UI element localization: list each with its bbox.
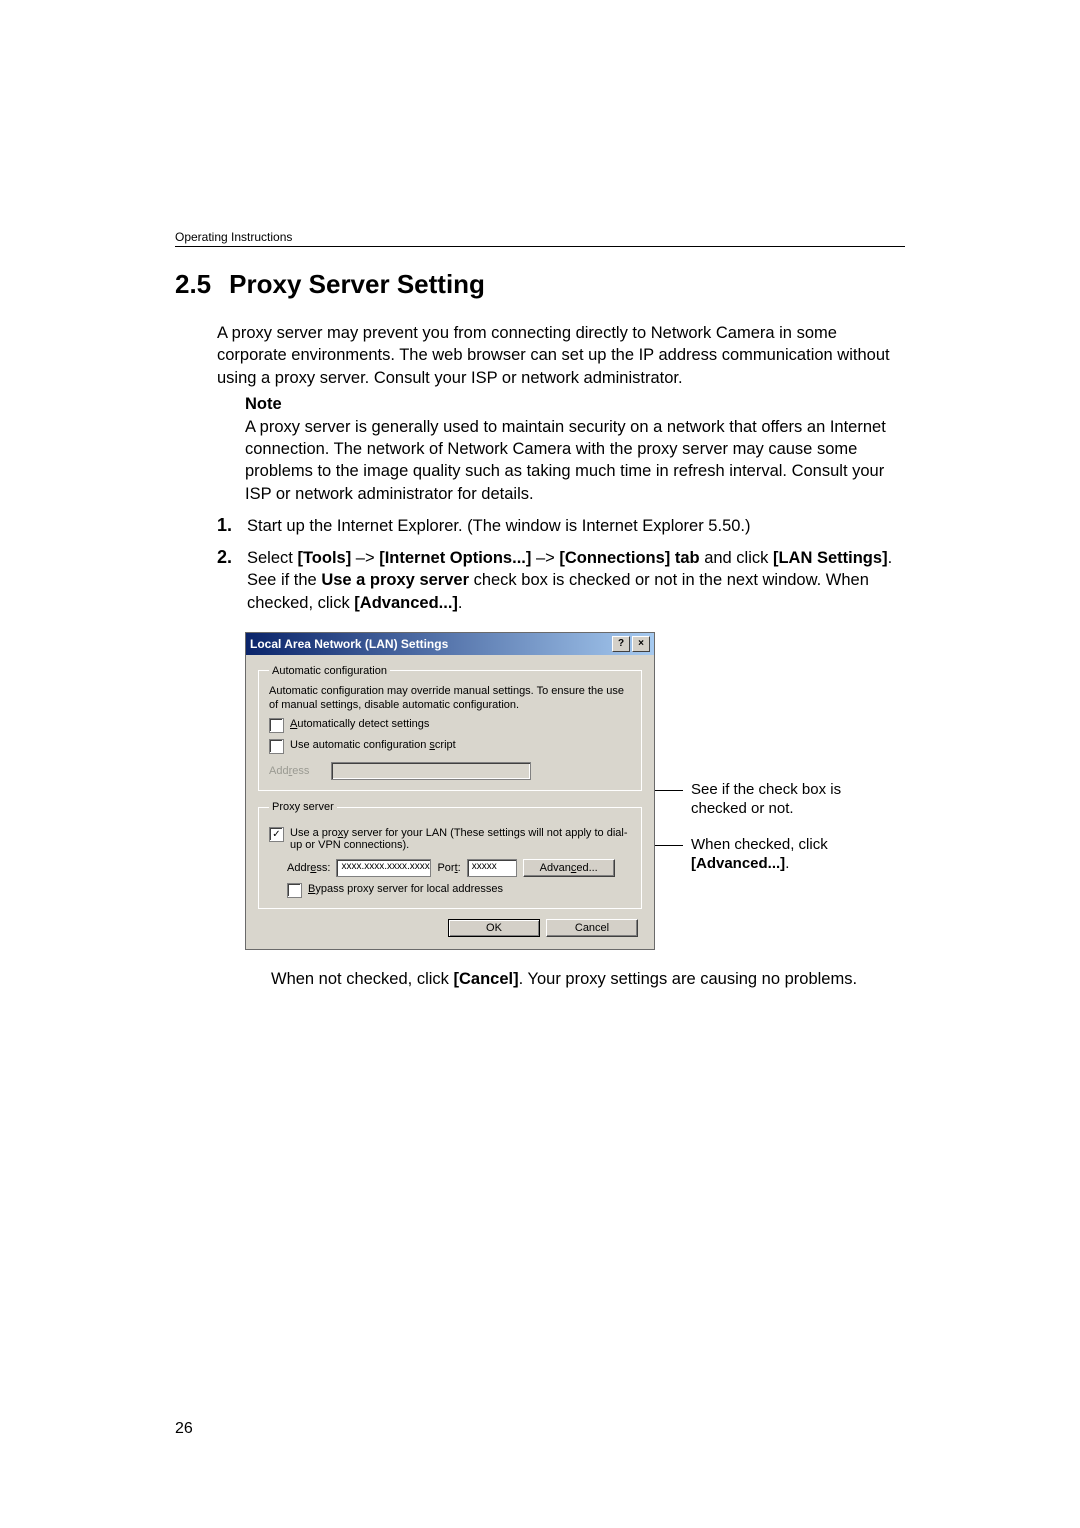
close-icon[interactable]: × (632, 636, 650, 652)
section-number: 2.5 (175, 269, 211, 300)
auto-script-checkbox[interactable] (269, 739, 284, 754)
t: Select (247, 549, 297, 567)
bold: [Connections] tab (559, 549, 699, 567)
t: . Your proxy settings are causing no pro… (519, 970, 857, 988)
callout-checkbox: See if the check box is checked or not. (655, 780, 891, 819)
use-proxy-label: Use a proxy server for your LAN (These s… (290, 827, 631, 851)
auto-detect-checkbox[interactable] (269, 718, 284, 733)
proxy-address-input[interactable]: xxxx.xxxx.xxxx.xxxx (336, 859, 431, 877)
proxy-address-label: Address: (287, 862, 330, 874)
bold: [LAN Settings] (773, 549, 888, 567)
dialog-figure: Local Area Network (LAN) Settings ? × Au… (245, 632, 905, 951)
leader-line (655, 790, 683, 791)
proxy-server-legend: Proxy server (269, 801, 337, 813)
auto-detect-label: Automatically detect settings (290, 718, 429, 730)
callout-text: When checked, click [Advanced...]. (691, 835, 891, 874)
t: When checked, click (691, 836, 828, 853)
steps-list: 1. Start up the Internet Explorer. (The … (217, 515, 905, 614)
section-title-text: Proxy Server Setting (229, 269, 485, 300)
script-address-label: Address (269, 765, 325, 777)
callout-advanced: When checked, click [Advanced...]. (655, 835, 891, 874)
dialog-titlebar: Local Area Network (LAN) Settings ? × (246, 633, 654, 655)
step-2: 2. Select [Tools] –> [Internet Options..… (217, 547, 905, 614)
step-text: Start up the Internet Explorer. (The win… (247, 515, 751, 537)
t: and click (700, 549, 773, 567)
bold: [Cancel] (454, 970, 519, 988)
after-dialog-note: When not checked, click [Cancel]. Your p… (271, 968, 905, 990)
automatic-config-group: Automatic configuration Automatic config… (258, 665, 642, 792)
callouts: See if the check box is checked or not. … (655, 780, 891, 874)
bypass-local-label: Bypass proxy server for local addresses (308, 883, 503, 895)
leader-line (655, 845, 683, 846)
t: –> (531, 549, 559, 567)
page-number: 26 (175, 1420, 193, 1438)
t: –> (351, 549, 379, 567)
bold: Use a proxy server (321, 571, 469, 589)
u: s (429, 739, 435, 751)
t: . (458, 594, 463, 612)
automatic-config-desc: Automatic configuration may override man… (269, 685, 631, 713)
bold: [Tools] (297, 549, 351, 567)
cancel-button[interactable]: Cancel (546, 919, 638, 937)
advanced-button[interactable]: Advanced... (523, 859, 615, 877)
note-heading: Note (245, 395, 905, 414)
t: When not checked, click (271, 970, 454, 988)
bold: [Advanced...] (354, 594, 458, 612)
auto-script-label: Use automatic configuration script (290, 739, 456, 751)
step-text: Select [Tools] –> [Internet Options...] … (247, 547, 905, 614)
section-heading: 2.5 Proxy Server Setting (175, 269, 905, 300)
automatic-config-legend: Automatic configuration (269, 665, 390, 677)
step-number: 1. (217, 515, 239, 537)
proxy-port-label: Port: (437, 862, 460, 874)
step-number: 2. (217, 547, 239, 614)
callout-text: See if the check box is checked or not. (691, 780, 891, 819)
proxy-port-input[interactable]: xxxxx (467, 859, 517, 877)
use-proxy-checkbox[interactable]: ✓ (269, 827, 284, 842)
bold: [Advanced...] (691, 855, 785, 872)
bold: [Internet Options...] (379, 549, 531, 567)
step-1: 1. Start up the Internet Explorer. (The … (217, 515, 905, 537)
help-icon[interactable]: ? (612, 636, 630, 652)
proxy-server-group: Proxy server ✓ Use a proxy server for yo… (258, 801, 642, 909)
u: A (290, 718, 297, 730)
script-address-input (331, 762, 531, 780)
note-block: Note A proxy server is generally used to… (217, 395, 905, 505)
note-body: A proxy server is generally used to main… (245, 416, 905, 505)
bypass-local-checkbox[interactable] (287, 883, 302, 898)
running-header: Operating Instructions (175, 230, 905, 247)
dialog-title: Local Area Network (LAN) Settings (250, 637, 448, 651)
intro-paragraph: A proxy server may prevent you from conn… (217, 322, 905, 389)
ok-button[interactable]: OK (448, 919, 540, 937)
t: . (785, 855, 789, 872)
lan-settings-dialog: Local Area Network (LAN) Settings ? × Au… (245, 632, 655, 951)
